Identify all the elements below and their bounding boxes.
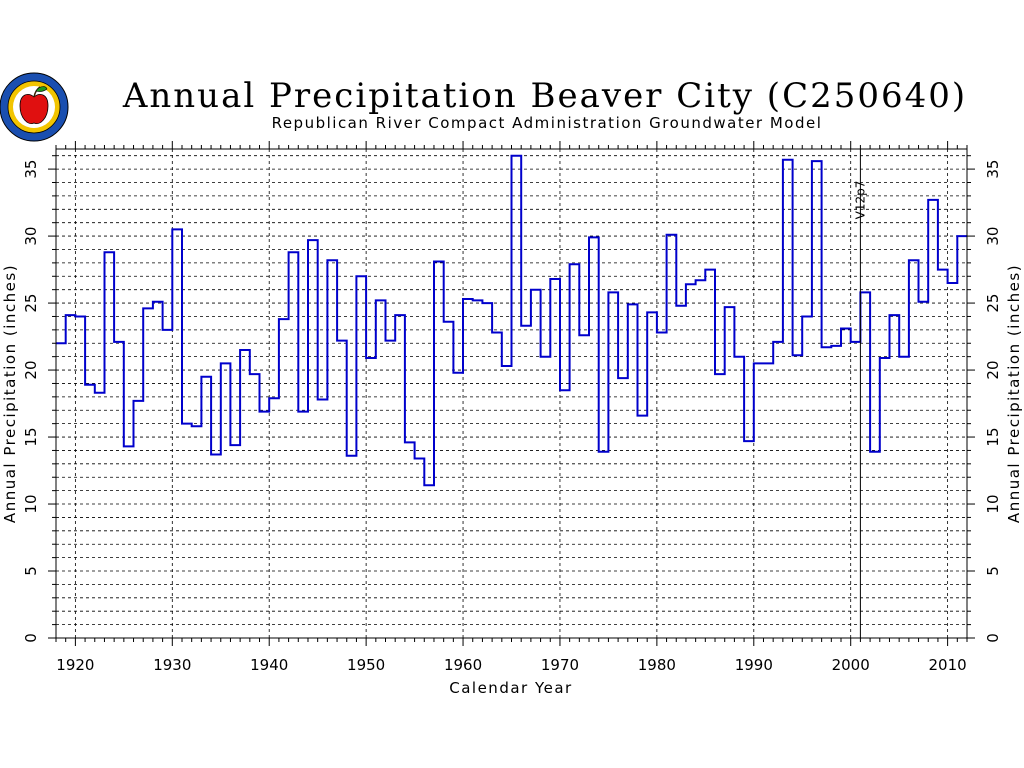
y-tick-label-right: 30 [984,227,1002,246]
y-tick-label-right: 5 [984,566,1002,576]
y-tick-label-right: 10 [984,494,1002,513]
x-tick-label: 1940 [250,656,288,674]
series-line [56,154,967,487]
x-tick-label: 1980 [638,656,676,674]
y-tick-label-left: 5 [22,566,40,576]
chart-title: Annual Precipitation Beaver City (C25064… [122,76,967,116]
x-tick-label: 1960 [444,656,482,674]
y-tick-label-left: 20 [22,361,40,380]
x-axis-label: Calendar Year [449,679,572,697]
x-tick-label: 1950 [347,656,385,674]
x-tick-label: 1920 [56,656,94,674]
y-tick-label-left: 25 [22,294,40,313]
version-annotation: V12p7 [853,181,867,220]
y-tick-label-left: 10 [22,494,40,513]
y-axis-label-left: Annual Precipitation (inches) [1,264,19,523]
y-axis-label-right: Annual Precipitation (inches) [1005,264,1023,523]
y-tick-label-left: 35 [22,160,40,179]
y-tick-label-left: 30 [22,227,40,246]
axis-ticks: 0 0 5 5 10 10 15 15 20 20 25 25 30 30 35 35 1920 1930 1940… [22,141,1002,674]
y-tick-label-left: 15 [22,427,40,446]
x-tick-label: 2010 [929,656,967,674]
y-tick-label-right: 35 [984,160,1002,179]
y-tick-label-right: 20 [984,361,1002,380]
x-tick-label: 2000 [832,656,870,674]
y-tick-label-right: 0 [984,633,1002,643]
y-tick-label-left: 0 [22,633,40,643]
x-tick-label: 1930 [153,656,191,674]
chart-subtitle: Republican River Compact Administration … [272,114,823,132]
grid-lines [56,149,967,638]
rrca-logo [0,72,69,142]
y-tick-label-right: 25 [984,294,1002,313]
y-tick-label-right: 15 [984,427,1002,446]
precipitation-series [56,154,967,487]
x-tick-label: 1970 [541,656,579,674]
x-tick-label: 1990 [735,656,773,674]
